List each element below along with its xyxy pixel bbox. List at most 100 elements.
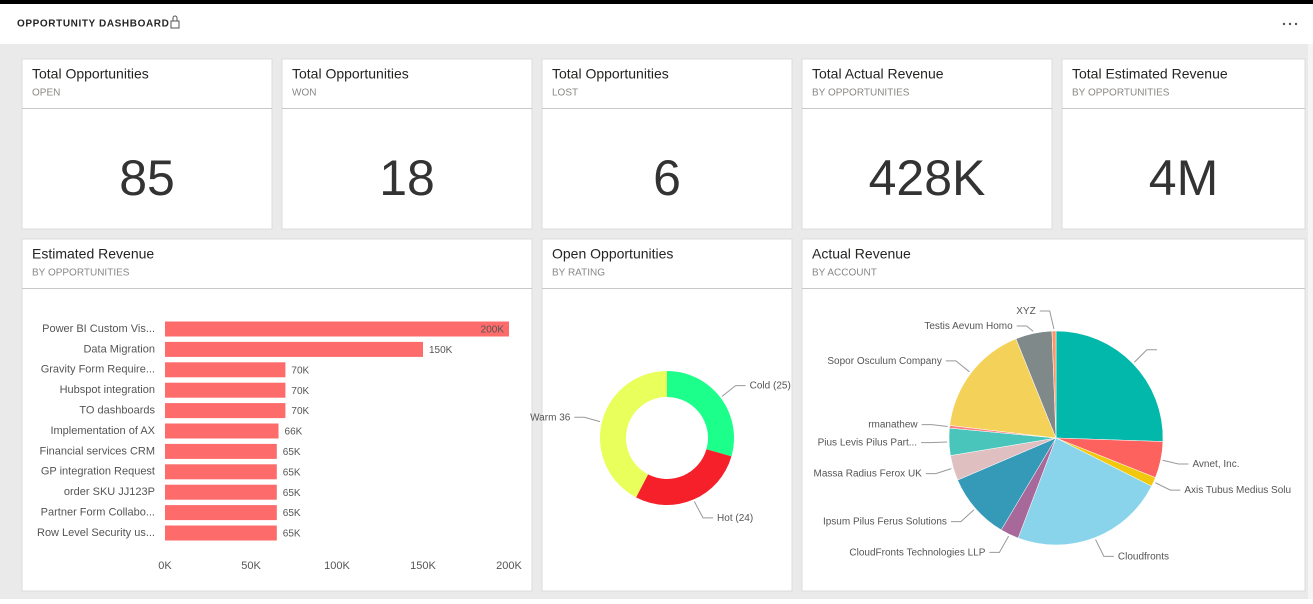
tile-background <box>281 58 533 230</box>
leader-line <box>574 416 601 423</box>
bar <box>165 321 509 337</box>
slice-label: XYZ <box>1016 306 1035 317</box>
slice-label: Ipsum Pilus Ferus Solutions <box>823 516 947 527</box>
slice-label: Massa Radius Ferox UK <box>813 468 922 479</box>
slice <box>1051 330 1057 439</box>
slice-label: Axis Tubus Medius Solu <box>1184 485 1291 496</box>
x-tick-label: 100K <box>324 560 350 572</box>
kpi-value: 4M <box>1149 150 1218 206</box>
slice <box>949 338 1057 439</box>
category-label: XYZ <box>1016 306 1035 317</box>
data-label: 70K <box>291 365 309 376</box>
tile-background <box>801 58 1053 230</box>
tile-background <box>541 58 793 230</box>
kpi-card[interactable]: Total Opportunities OPEN 85 <box>21 58 273 230</box>
bar <box>165 484 277 500</box>
category-label: Avnet, Inc. <box>1192 459 1239 470</box>
tile-title: Open Opportunities <box>552 246 673 262</box>
slice <box>667 371 734 457</box>
leader-line <box>1039 310 1055 330</box>
leader-line <box>945 360 970 373</box>
slice-label: CloudFronts Technologies LLP <box>849 547 985 558</box>
category-label: Warm <box>530 412 556 423</box>
leader-line <box>693 501 714 519</box>
category-label: Massa Radius Ferox UK <box>813 468 922 479</box>
tile-subtitle: WON <box>292 88 316 99</box>
category-label: Row Level Security us... <box>37 527 155 539</box>
tile-background <box>541 238 793 592</box>
slice-label: Sopor Osculum Company <box>827 356 942 367</box>
leader-line <box>950 509 975 523</box>
category-label: Testis Aevum Homo <box>924 321 1013 332</box>
category-label: order SKU JJ123P <box>64 486 155 498</box>
leader-line <box>989 535 1010 553</box>
data-label: 70K <box>291 406 309 417</box>
bar <box>165 464 277 480</box>
category-label: Power BI Custom Vis... <box>42 323 155 335</box>
slice <box>600 371 667 498</box>
slice <box>1055 330 1164 442</box>
category-label: Axis Tubus Medius Solu <box>1184 485 1291 496</box>
scrollbar[interactable] <box>1308 44 1313 599</box>
slice-label: Avnet, Inc. <box>1192 459 1239 470</box>
leader-line <box>925 468 952 475</box>
leader-line <box>721 385 746 397</box>
tile-title: Total Estimated Revenue <box>1072 66 1228 82</box>
bar <box>165 525 277 541</box>
tile-subtitle: OPEN <box>32 88 60 99</box>
kpi-card[interactable]: Total Actual Revenue BY OPPORTUNITIES 428K <box>801 58 1053 230</box>
data-label: 65K <box>283 529 301 540</box>
x-tick-label: 150K <box>410 560 436 572</box>
tile-subtitle: BY OPPORTUNITIES <box>32 268 130 279</box>
leader-line <box>921 424 948 428</box>
slice-label: Warm 36 <box>530 412 571 423</box>
tile-subtitle: BY ACCOUNT <box>812 268 877 279</box>
bar <box>165 403 286 419</box>
slice <box>636 449 732 505</box>
category-label: Gravity Form Require... <box>41 364 155 376</box>
tile-background <box>21 58 273 230</box>
category-label: Cold <box>750 380 771 391</box>
leader-line <box>1095 539 1114 557</box>
data-label: 200K <box>481 325 505 336</box>
leader-line <box>1155 482 1181 491</box>
tile-title: Total Actual Revenue <box>812 66 944 82</box>
data-label: 150K <box>429 345 453 356</box>
slice-label: Cloudfronts <box>1118 551 1169 562</box>
tile-title: Total Opportunities <box>552 66 669 82</box>
category-label: Ipsum Pilus Ferus Solutions <box>823 516 947 527</box>
data-label: 65K <box>283 488 301 499</box>
more-options[interactable] <box>1282 22 1298 26</box>
donut-chart[interactable]: Open Opportunities BY RATING Cold (25) Hot … <box>530 238 793 592</box>
slice-label: rmanathew <box>868 419 918 430</box>
kpi-card[interactable]: Total Opportunities LOST 6 <box>541 58 793 230</box>
category-label: Data Migration <box>83 343 155 355</box>
category-label: Hubspot integration <box>60 384 155 396</box>
data-label: 65K <box>283 447 301 458</box>
pie-chart[interactable]: Actual Revenue BY ACCOUNT Avnet, Inc. Axis … <box>801 238 1306 592</box>
data-label: (25) <box>773 380 791 391</box>
tile-subtitle: LOST <box>552 88 578 99</box>
x-tick-label: 200K <box>496 560 522 572</box>
bar <box>165 341 423 357</box>
lock-icon <box>170 15 180 29</box>
x-tick-label: 0K <box>158 560 172 572</box>
category-label: rmanathew <box>868 419 918 430</box>
tile-title: Total Opportunities <box>292 66 409 82</box>
tile-title: Actual Revenue <box>812 246 911 262</box>
leader-line <box>1162 459 1189 465</box>
data-label: 65K <box>283 508 301 519</box>
data-label: 66K <box>285 427 303 438</box>
kpi-value: 428K <box>869 150 986 206</box>
kpi-card[interactable]: Total Estimated Revenue BY OPPORTUNITIES 4… <box>1061 58 1306 230</box>
bar <box>165 505 277 521</box>
category-label: Partner Form Collabo... <box>41 507 155 519</box>
bar-chart[interactable]: Estimated Revenue BY OPPORTUNITIES Power B… <box>21 238 533 592</box>
slice-label: Testis Aevum Homo <box>924 321 1013 332</box>
category-label: Pius Levis Pilus Part... <box>818 437 917 448</box>
slice-label: Hot (24) <box>717 513 753 524</box>
leader-line <box>921 441 948 444</box>
kpi-card[interactable]: Total Opportunities WON 18 <box>281 58 533 230</box>
bar <box>165 362 286 378</box>
tile-title: Estimated Revenue <box>32 246 154 262</box>
